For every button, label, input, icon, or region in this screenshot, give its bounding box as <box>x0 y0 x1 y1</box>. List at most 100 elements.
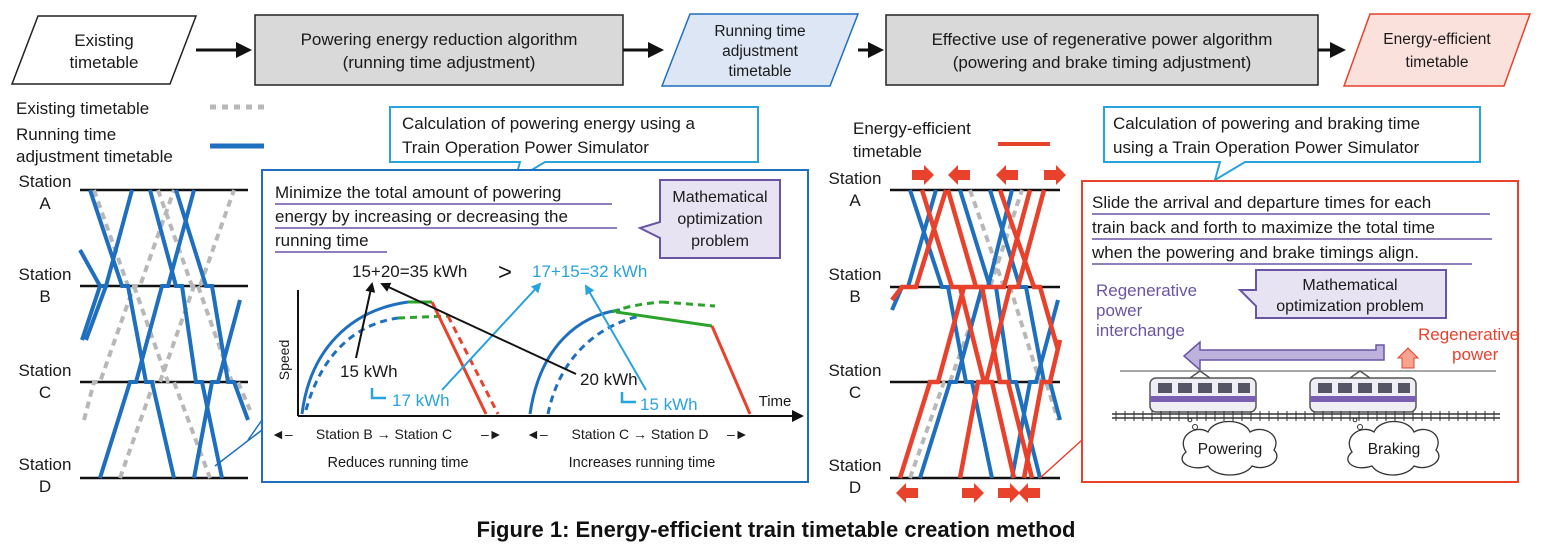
train-braking <box>1309 370 1417 413</box>
interchange-arrow <box>1182 340 1385 372</box>
callout-powering-energy: Calculation of powering energy using a T… <box>389 106 759 183</box>
timing-shift-arrows <box>896 165 1066 503</box>
flow-running-time-adjustment: Running time adjustment timetable <box>660 13 860 87</box>
svg-text:B: B <box>39 287 50 306</box>
svg-text:Regenerative: Regenerative <box>1096 281 1197 300</box>
svg-text:interchange: interchange <box>1096 321 1185 340</box>
existing-train-lines <box>82 189 252 479</box>
svg-text:Calculation of powering and br: Calculation of powering and braking time <box>1113 114 1420 133</box>
kwh-15b: 15 kWh <box>640 395 698 414</box>
svg-text:Station: Station <box>19 455 72 474</box>
svg-text:–►: –► <box>727 426 749 442</box>
svg-text:D: D <box>849 478 861 497</box>
svg-text:Energy-efficient: Energy-efficient <box>853 119 971 138</box>
svg-text:Station: Station <box>19 265 72 284</box>
svg-text:C: C <box>39 383 51 402</box>
svg-text:Regenerative: Regenerative <box>1418 325 1519 344</box>
flow-powering-algorithm: Powering energy reduction algorithm (run… <box>254 14 624 86</box>
svg-text:power: power <box>1452 345 1499 364</box>
reduces-running-time: Reduces running time <box>327 455 468 471</box>
svg-text:C: C <box>849 383 861 402</box>
sum-left: 15+20=35 kWh <box>352 262 467 281</box>
svg-text:Station: Station <box>829 169 882 188</box>
svg-text:Speed: Speed <box>276 340 292 380</box>
flow-arrow-4 <box>1318 42 1346 58</box>
svg-text:Mathematical: Mathematical <box>1302 277 1397 294</box>
svg-text:Existing timetable: Existing timetable <box>16 99 149 118</box>
svg-text:power: power <box>1096 301 1143 320</box>
svg-text:Powering energy reduction algo: Powering energy reduction algorithm <box>301 30 578 49</box>
svg-text:timetable: timetable <box>729 63 792 80</box>
legend-left: Existing timetable Running time adjustme… <box>16 99 264 166</box>
math-box-left: Mathematical optimization problem <box>637 179 781 259</box>
svg-text:Time: Time <box>759 393 792 410</box>
svg-text:Calculation of powering energy: Calculation of powering energy using a <box>402 114 696 133</box>
sum-right: 17+15=32 kWh <box>532 262 647 281</box>
svg-text:A: A <box>849 191 861 210</box>
left-panel: Minimize the total amount of powering en… <box>261 169 809 483</box>
regen-up-arrow <box>1396 347 1420 369</box>
svg-text:problem: problem <box>691 233 749 250</box>
svg-text:Running time: Running time <box>16 125 116 144</box>
svg-text:Energy-efficient: Energy-efficient <box>1383 31 1491 48</box>
svg-text:Station: Station <box>19 172 72 191</box>
svg-text:Station: Station <box>829 265 882 284</box>
station-labels-right: Station A Station B Station C Station D <box>829 169 882 497</box>
flow-existing-timetable: Existing timetable <box>10 15 198 85</box>
kwh-15: 15 kWh <box>340 362 398 381</box>
svg-text:Powering: Powering <box>1198 441 1263 458</box>
svg-text:B: B <box>849 287 860 306</box>
svg-text:◄–: ◄– <box>271 426 293 442</box>
kwh-17: 17 kWh <box>392 391 450 410</box>
svg-text:(powering and brake timing adj: (powering and brake timing adjustment) <box>953 53 1252 72</box>
svg-text:Existing: Existing <box>74 31 134 50</box>
flow-arrow-1 <box>196 42 252 58</box>
callout-powering-braking: Calculation of powering and braking time… <box>1103 106 1481 183</box>
svg-text:train back and forth to maximi: train back and forth to maximize the tot… <box>1092 218 1435 237</box>
svg-text:A: A <box>39 194 51 213</box>
svg-text:–►: –► <box>481 426 503 442</box>
svg-text:Effective use of regenerative: Effective use of regenerative power algo… <box>932 30 1273 49</box>
svg-text:Train Operation Power Simulato: Train Operation Power Simulator <box>402 138 649 157</box>
left-panel-connector <box>247 419 263 441</box>
flow-arrow-2 <box>623 42 664 58</box>
svg-text:Station: Station <box>829 456 882 475</box>
svg-text:◄–: ◄– <box>526 426 548 442</box>
train-powering <box>1149 370 1257 413</box>
running-adjust-train-lines <box>78 189 250 479</box>
svg-text:energy by increasing or decrea: energy by increasing or decreasing the <box>275 207 568 226</box>
increases-running-time: Increases running time <box>569 455 716 471</box>
svg-text:when the powering and brake ti: when the powering and brake timings alig… <box>1091 243 1419 262</box>
svg-text:using a Train Operation Power: using a Train Operation Power Simulator <box>1113 138 1419 157</box>
cloud-braking: Braking <box>1347 417 1440 476</box>
section-bc: Station B → Station C <box>316 426 452 442</box>
station-labels-left: Station A Station B Station C Station D <box>19 172 72 496</box>
svg-text:adjustment: adjustment <box>722 43 799 60</box>
flow-arrow-3 <box>858 42 884 58</box>
svg-text:Station: Station <box>829 361 882 380</box>
svg-text:(running time adjustment): (running time adjustment) <box>343 53 536 72</box>
greater-than: > <box>498 259 512 286</box>
svg-text:D: D <box>39 477 51 496</box>
svg-text:adjustment timetable: adjustment timetable <box>16 147 173 166</box>
svg-text:timetable: timetable <box>853 142 922 161</box>
section-cd: Station C → Station D <box>572 426 709 442</box>
svg-text:running time: running time <box>275 231 369 250</box>
svg-text:timetable: timetable <box>70 53 139 72</box>
svg-text:Minimize the total amount of p: Minimize the total amount of powering <box>275 183 561 202</box>
svg-text:Running time: Running time <box>714 23 805 40</box>
svg-text:optimization problem: optimization problem <box>1276 298 1424 315</box>
flow-regen-algorithm: Effective use of regenerative power algo… <box>885 14 1319 86</box>
svg-text:Mathematical: Mathematical <box>672 189 767 206</box>
math-box-right: Mathematical optimization problem <box>1237 269 1447 319</box>
cloud-powering: Powering <box>1181 417 1278 476</box>
legend-right: Energy-efficient timetable <box>853 119 1050 161</box>
track <box>1112 413 1500 419</box>
timetable-left: Station A Station B Station C Station D <box>19 172 252 496</box>
svg-text:Station: Station <box>19 361 72 380</box>
speed-curve-cd <box>528 300 752 415</box>
timetable-right: Station A Station B Station C Station D <box>829 165 1066 503</box>
svg-text:Slide the arrival and departur: Slide the arrival and departure times fo… <box>1092 193 1431 212</box>
